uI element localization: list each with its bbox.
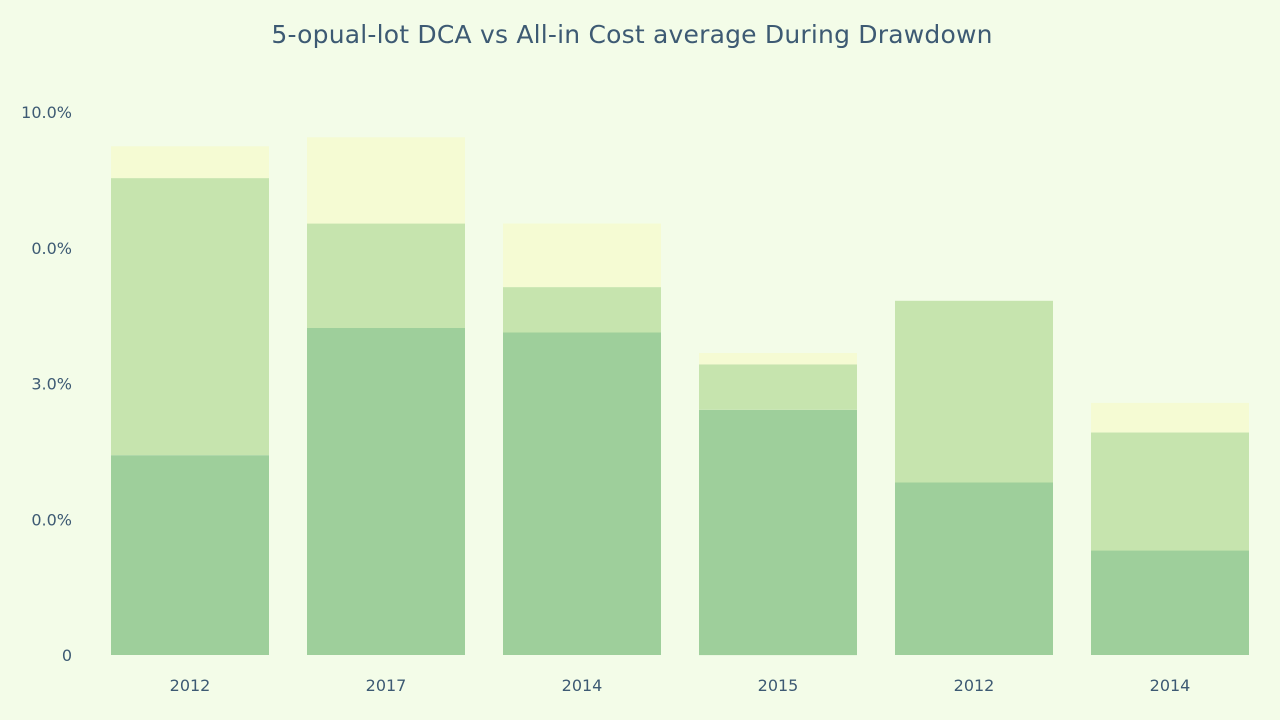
bar-segment (307, 328, 465, 655)
bar-segment (111, 146, 269, 179)
bar-segment (1091, 402, 1249, 433)
bar-segment (895, 482, 1053, 655)
bar-segment (503, 223, 661, 288)
x-tick-label: 2014 (1150, 676, 1191, 695)
bar-segment (307, 137, 465, 224)
y-tick-label: 3.0% (31, 375, 72, 394)
y-tick-label: 0.0% (31, 510, 72, 529)
x-tick-label: 2014 (562, 676, 603, 695)
x-tick-label: 2017 (366, 676, 407, 695)
bar-segment (111, 455, 269, 655)
y-tick-label: 0 (62, 646, 72, 665)
bar-segment (307, 223, 465, 328)
chart-title: 5-opual-lot DCA vs All-in Cost average D… (271, 20, 993, 49)
bar-segment (699, 353, 857, 365)
x-tick-label: 2012 (954, 676, 995, 695)
bar-segment (895, 300, 1053, 483)
bar-segment (1091, 432, 1249, 551)
bar-segment (503, 332, 661, 655)
y-tick-label: 0.0% (31, 239, 72, 258)
bar-segment (111, 178, 269, 456)
bar-segment (699, 409, 857, 656)
x-tick-label: 2015 (758, 676, 799, 695)
x-tick-label: 2012 (170, 676, 211, 695)
y-tick-label: 10.0% (21, 103, 72, 122)
bar-segment (503, 287, 661, 333)
bar-segment (1091, 550, 1249, 655)
bar-segment (699, 364, 857, 410)
